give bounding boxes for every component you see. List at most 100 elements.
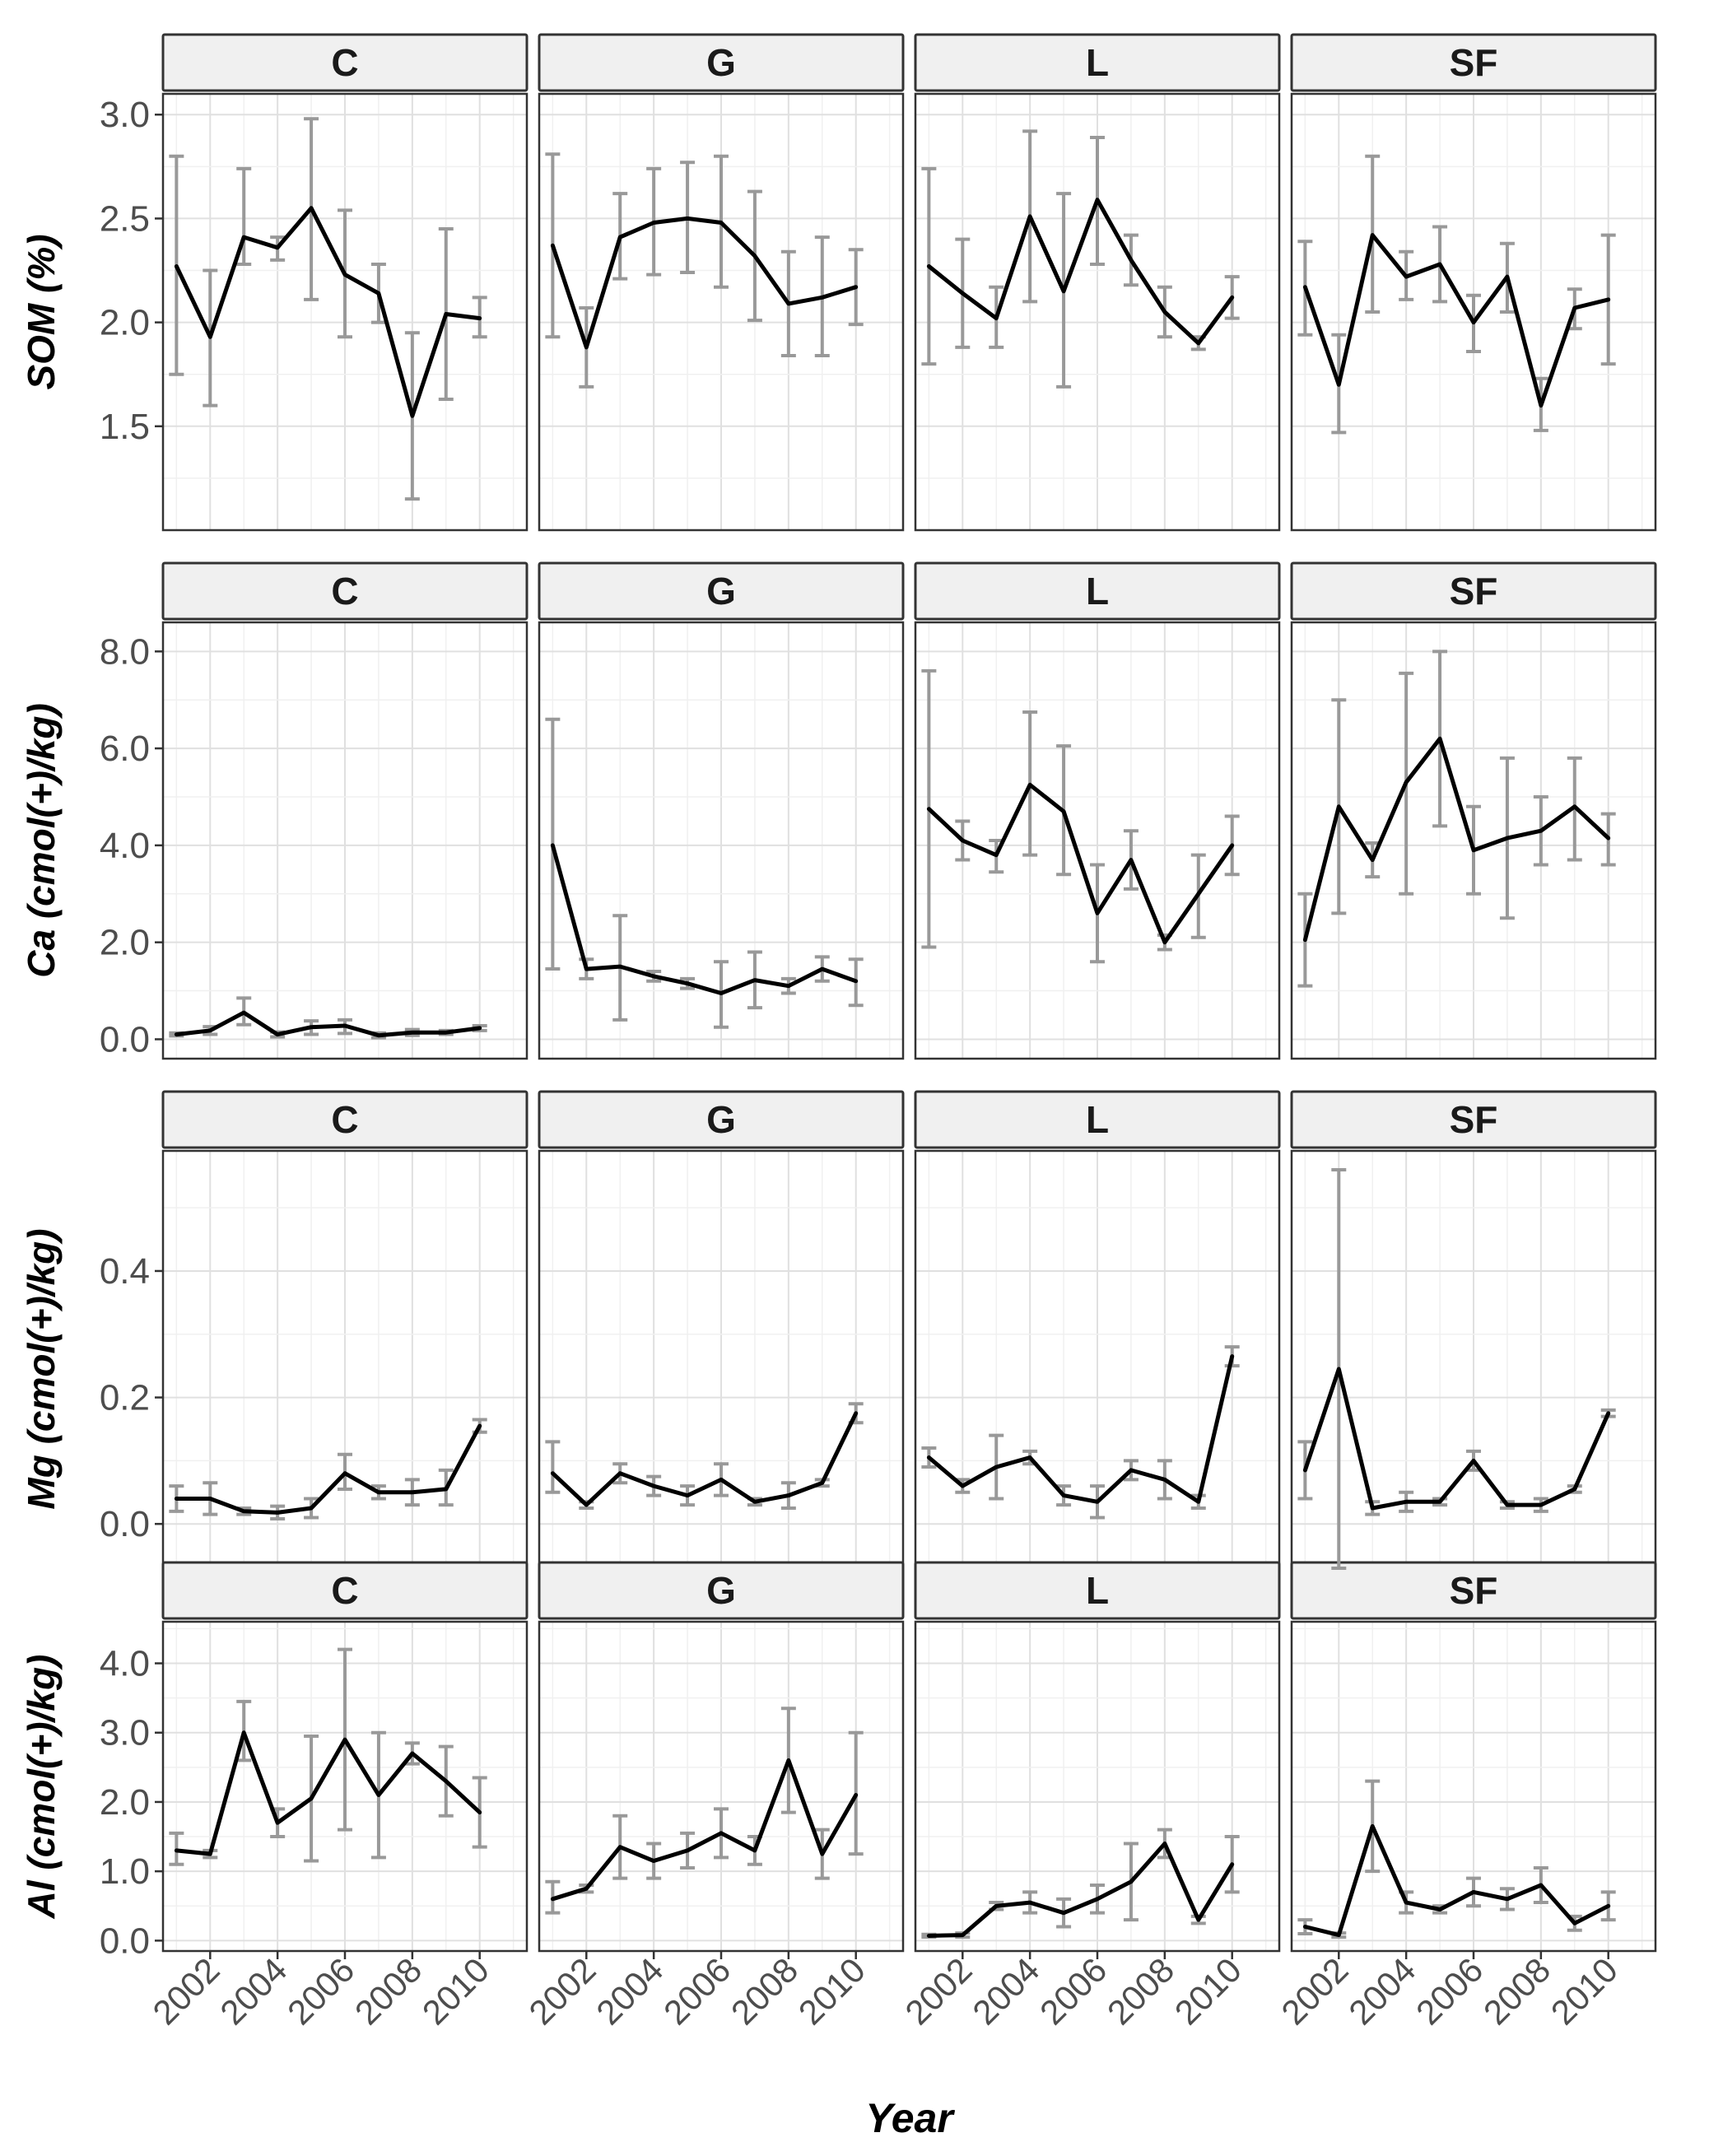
panel-frame — [1290, 621, 1657, 1060]
facet-strip-label: SF — [1450, 1098, 1498, 1141]
series-line — [926, 1354, 1235, 1504]
facet-strip — [538, 561, 905, 621]
grid-layer — [163, 94, 1655, 1951]
x-tick-label: 2004 — [589, 1950, 670, 2032]
series-line — [550, 1758, 859, 1902]
y-tick-label: 0.0 — [100, 1921, 150, 1961]
facet-strip-label: C — [331, 570, 358, 612]
y-tick-label: 3.0 — [100, 1713, 150, 1753]
y-axis-label: Ca (cmol(+)/kg) — [20, 703, 63, 978]
x-tick-label: 2006 — [1409, 1950, 1490, 2032]
y-tick-label: 4.0 — [100, 826, 150, 866]
y-tick-label: 0.0 — [100, 1504, 150, 1544]
series-line — [550, 1411, 859, 1507]
facet-strip — [161, 33, 529, 92]
facet-strip — [1290, 1561, 1657, 1620]
series-line — [174, 1423, 482, 1515]
facet-strip-label: SF — [1450, 41, 1498, 84]
facet-strip — [161, 1561, 529, 1620]
y-tick-label: 6.0 — [100, 729, 150, 769]
facet-strip — [538, 1561, 905, 1620]
error-bars — [169, 117, 1616, 1939]
facet-strip-label: G — [706, 570, 736, 612]
panel-frame — [914, 92, 1281, 532]
series-lines — [174, 198, 1611, 1938]
series-line — [1302, 1367, 1611, 1511]
y-tick-label: 8.0 — [100, 631, 150, 672]
facet-strip — [538, 1090, 905, 1149]
panel-frame — [538, 621, 905, 1060]
series-line — [926, 782, 1235, 945]
y-axis-label: Al (cmol(+)/kg) — [20, 1655, 63, 1920]
facet-strip — [914, 33, 1281, 92]
facet-strip — [914, 1090, 1281, 1149]
y-tick-label: 0.4 — [100, 1251, 150, 1292]
series-line — [550, 216, 859, 350]
series-line — [926, 198, 1235, 346]
facet-strip — [914, 561, 1281, 621]
facet-strip-label: L — [1086, 1569, 1109, 1612]
y-tick-label: 4.0 — [100, 1644, 150, 1684]
facet-strip — [1290, 1090, 1657, 1149]
series-line — [174, 206, 482, 418]
x-tick-label: 2008 — [1100, 1950, 1181, 2032]
facet-strip — [1290, 33, 1657, 92]
panel-frame — [538, 92, 905, 532]
facet-strips: C G L SF C G L SF C G L SF C G L SF — [161, 33, 1657, 1620]
y-tick-label: 0.0 — [100, 1019, 150, 1059]
facet-strip-label: C — [331, 1098, 358, 1141]
facet-strip — [161, 1090, 529, 1149]
facet-strip — [161, 561, 529, 621]
y-tick-label: 2.0 — [100, 1782, 150, 1823]
x-tick-label: 2002 — [1274, 1950, 1355, 2032]
x-tick-label: 2010 — [1167, 1950, 1249, 2032]
y-tick-label: 0.2 — [100, 1378, 150, 1418]
y-axis-label: Mg (cmol(+)/kg) — [20, 1228, 63, 1509]
x-tick-label: 2004 — [965, 1950, 1046, 2032]
facet-strip-label: SF — [1450, 570, 1498, 612]
y-tick-label: 2.0 — [100, 303, 150, 343]
y-tick-label: 2.0 — [100, 923, 150, 963]
facet-strip — [538, 33, 905, 92]
x-tick-label: 2004 — [1341, 1950, 1423, 2032]
facet-strip — [1290, 561, 1657, 621]
x-tick-label: 2010 — [415, 1950, 496, 2032]
x-axis-label: Year — [865, 2095, 955, 2141]
x-tick-label: 2008 — [724, 1950, 805, 2032]
series-line — [1302, 736, 1611, 943]
panel-frames — [161, 92, 1657, 1953]
facet-strip-label: L — [1086, 1098, 1109, 1141]
facet-strip-label: C — [331, 41, 358, 84]
panel-frame — [914, 621, 1281, 1060]
facet-strip — [914, 1561, 1281, 1620]
series-line — [1302, 1823, 1611, 1938]
series-line — [174, 1730, 482, 1856]
y-axis-label: SOM (%) — [20, 234, 63, 389]
x-tick-label: 2004 — [212, 1950, 294, 2032]
series-line — [1302, 233, 1611, 408]
x-tick-label: 2006 — [656, 1950, 738, 2032]
y-tick-label: 1.5 — [100, 407, 150, 447]
facet-strip-label: L — [1086, 41, 1109, 84]
x-tick-label: 2002 — [145, 1950, 226, 2032]
series-line — [926, 1842, 1235, 1938]
y-tick-label: 2.5 — [100, 198, 150, 239]
y-axes: 1.5 2.0 2.5 3.0 SOM (%) 0.0 2.0 4.0 6.0 8.0 Ca (cm… — [20, 95, 163, 1961]
facet-strip-label: G — [706, 1569, 736, 1612]
x-tick-label: 2006 — [1032, 1950, 1114, 2032]
series-line — [174, 1010, 482, 1038]
x-tick-label: 2002 — [521, 1950, 603, 2032]
x-tick-label: 2008 — [347, 1950, 429, 2032]
panel-frame — [161, 92, 529, 532]
x-tick-label: 2008 — [1476, 1950, 1558, 2032]
facet-strip-label: G — [706, 1098, 736, 1141]
panel-frame — [161, 621, 529, 1060]
x-tick-label: 2002 — [897, 1950, 979, 2032]
facet-strip-label: G — [706, 41, 736, 84]
facet-strip-label: L — [1086, 570, 1109, 612]
facet-strip-label: SF — [1450, 1569, 1498, 1612]
series-line — [550, 843, 859, 995]
x-tick-label: 2010 — [791, 1950, 873, 2032]
